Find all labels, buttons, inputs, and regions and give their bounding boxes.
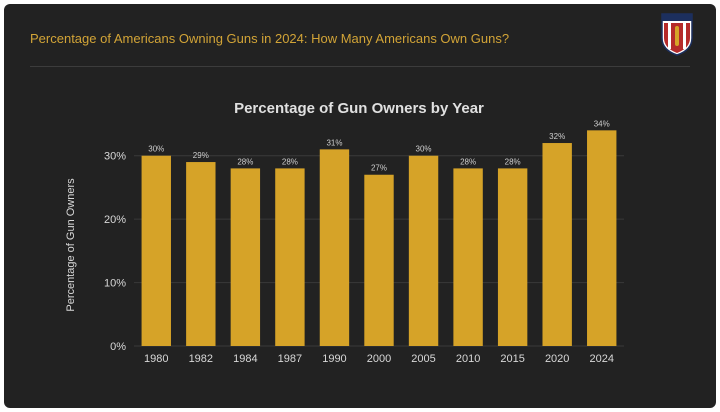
bar <box>453 168 483 346</box>
x-tick-label: 1982 <box>189 353 213 365</box>
y-axis-label: Percentage of Gun Owners <box>65 178 77 312</box>
data-label: 31% <box>326 138 342 147</box>
data-label: 27% <box>371 164 387 173</box>
bar <box>275 168 305 346</box>
data-label: 29% <box>193 151 209 160</box>
y-tick-label: 0% <box>110 341 126 353</box>
bar <box>408 155 439 346</box>
bar <box>497 168 528 346</box>
x-tick-label: 2020 <box>545 353 569 365</box>
data-label: 28% <box>237 157 253 166</box>
bar <box>186 162 216 346</box>
data-label: 28% <box>282 157 298 166</box>
x-tick-label: 1980 <box>144 353 168 365</box>
header-divider <box>30 66 690 67</box>
y-tick-label: 20% <box>104 214 126 226</box>
bar <box>319 149 350 346</box>
bar <box>587 130 617 346</box>
bar-chart: Percentage of Gun Owners by Year 0% 10% 20%… <box>65 100 624 365</box>
data-label: 28% <box>505 157 521 166</box>
data-label: 34% <box>594 119 610 128</box>
x-tick-label: 2024 <box>589 353 613 365</box>
y-tick-label: 10% <box>104 278 126 290</box>
chart-title: Percentage of Gun Owners by Year <box>234 100 484 117</box>
bar <box>364 174 394 346</box>
x-tick-label: 2010 <box>456 353 480 365</box>
page-title: Percentage of Americans Owning Guns in 2… <box>30 31 510 46</box>
x-tick-label: 2015 <box>500 353 524 365</box>
x-tick-label: 2000 <box>367 353 391 365</box>
data-label: 32% <box>549 132 565 141</box>
data-label: 28% <box>460 157 476 166</box>
data-label: 30% <box>416 145 432 154</box>
x-tick-label: 1987 <box>278 353 302 365</box>
bar <box>542 143 572 346</box>
y-tick-label: 30% <box>104 151 126 163</box>
ammo-logo-icon <box>661 13 693 56</box>
x-tick-label: 1984 <box>233 353 257 365</box>
data-label: 30% <box>148 145 164 154</box>
x-tick-label: 2005 <box>411 353 435 365</box>
x-tick-label: 1990 <box>322 353 346 365</box>
bar <box>141 155 171 346</box>
chart-card: Percentage of Americans Owning Guns in 2… <box>4 4 716 408</box>
bar <box>230 168 261 346</box>
